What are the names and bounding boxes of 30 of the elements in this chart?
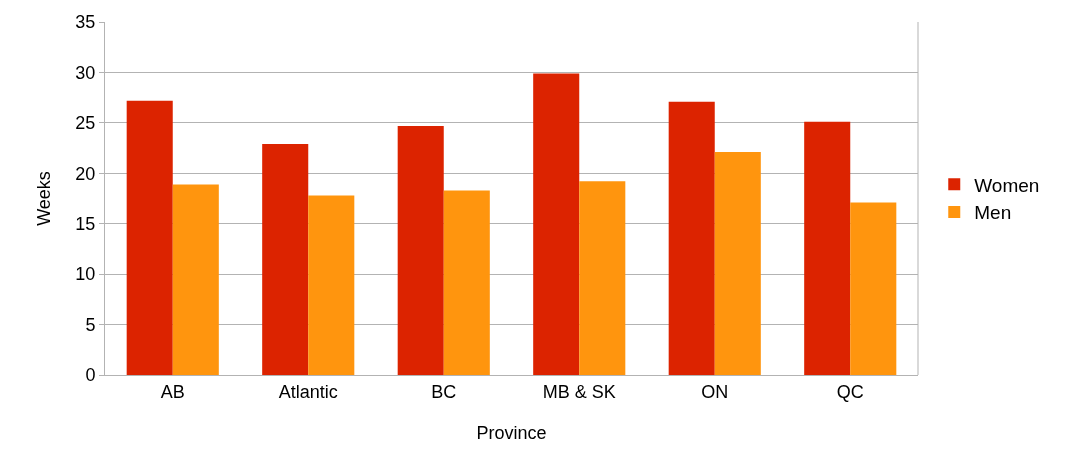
bar	[668, 101, 715, 375]
x-tick-label: AB	[160, 381, 185, 402]
bar	[172, 184, 219, 375]
legend-label: Men	[974, 202, 1012, 224]
y-tick-label: 35	[75, 12, 96, 33]
bar	[397, 125, 444, 375]
y-axis-title: Weeks	[33, 171, 54, 226]
bar	[308, 195, 355, 375]
y-tick-label: 10	[75, 264, 96, 285]
bar	[262, 144, 309, 375]
legend-label: Women	[974, 174, 1040, 196]
bar	[804, 121, 851, 375]
y-tick-label: 30	[75, 62, 96, 83]
x-tick-label: BC	[431, 381, 457, 402]
x-tick-label: QC	[836, 381, 864, 402]
y-tick-label: 0	[85, 365, 96, 386]
y-tick-label: 25	[75, 113, 96, 134]
y-tick-label: 20	[75, 163, 96, 184]
x-tick-label: MB & SK	[542, 381, 616, 402]
y-tick-label: 5	[85, 314, 96, 335]
y-tick-label: 15	[75, 214, 96, 235]
x-tick-label: Atlantic	[278, 381, 338, 402]
bar	[579, 181, 626, 375]
bar	[850, 202, 897, 375]
bar	[533, 73, 580, 375]
bar	[126, 100, 173, 375]
bar	[714, 152, 761, 375]
x-tick-label: ON	[701, 381, 729, 402]
x-axis-title: Province	[476, 422, 547, 443]
bar	[443, 190, 490, 375]
